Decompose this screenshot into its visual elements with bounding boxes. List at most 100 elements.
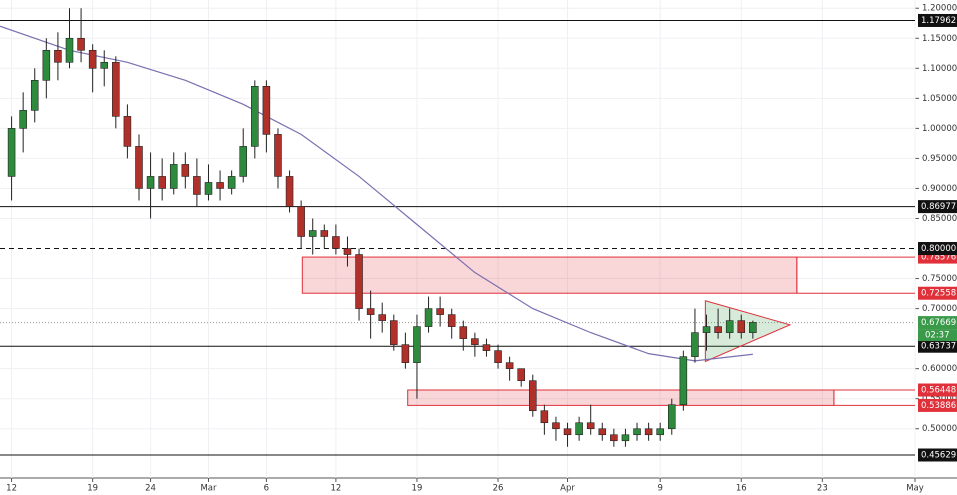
- candle-body: [100, 61, 109, 69]
- zone-label: 0.78576: [921, 253, 956, 263]
- candle-body: [633, 428, 641, 436]
- current-price-label: 0.67669: [921, 318, 956, 328]
- y-tick-label: 1.10000: [922, 64, 957, 74]
- candle-body: [146, 176, 155, 189]
- candle-body: [586, 422, 595, 430]
- y-tick-label: 1.05000: [922, 94, 957, 104]
- candle-body: [355, 254, 363, 309]
- candle-body: [667, 404, 676, 430]
- x-tick-label: 16: [736, 484, 747, 494]
- y-tick-label: 0.60000: [922, 364, 957, 374]
- level-label: 0.45629: [921, 450, 956, 460]
- x-tick-label: Apr: [560, 484, 575, 494]
- candle-body: [239, 146, 248, 177]
- candle-body: [702, 326, 711, 333]
- candle-body: [610, 434, 618, 442]
- candle-body: [436, 308, 444, 315]
- candle-body: [378, 314, 386, 321]
- y-tick-label: 0.95000: [922, 154, 957, 164]
- zone-label: 0.56448: [921, 386, 956, 396]
- level-label: 0.80000: [921, 244, 956, 254]
- x-tick-label: 19: [87, 484, 98, 494]
- candle-body: [644, 428, 653, 436]
- level-label-box: [918, 200, 957, 214]
- candle-body: [737, 320, 746, 333]
- candle-body: [575, 422, 583, 436]
- candle-body: [123, 116, 132, 147]
- candle-body: [42, 49, 51, 81]
- candle-body: [19, 110, 27, 129]
- x-tick-label: 23: [817, 484, 828, 494]
- candle-body: [308, 230, 317, 237]
- candle-body: [332, 236, 340, 249]
- candle-body: [517, 368, 525, 381]
- x-tick-label: Mar: [200, 484, 217, 494]
- candle-body: [158, 176, 166, 189]
- candle-body: [181, 164, 190, 177]
- candle-body: [112, 61, 120, 117]
- candle-body: [749, 322, 757, 333]
- x-tick-label: 24: [145, 484, 156, 494]
- candle-body: [7, 128, 16, 177]
- candle-body: [297, 206, 305, 237]
- x-tick-label: 26: [493, 484, 504, 494]
- candle-body: [529, 380, 537, 412]
- countdown: 02:37: [925, 331, 950, 341]
- candle-body: [505, 362, 514, 369]
- candle-body: [621, 434, 630, 442]
- zone: [407, 389, 835, 406]
- y-tick-label: 1.15000: [922, 34, 957, 44]
- x-tick-label: 12: [330, 484, 341, 494]
- candle-body: [343, 248, 352, 255]
- zone-label-box: [918, 383, 957, 397]
- candle-body: [563, 428, 572, 436]
- y-tick-label: 1.00000: [922, 124, 957, 134]
- candle-body: [552, 422, 560, 430]
- y-tick-label: 0.85000: [922, 214, 957, 224]
- zone-label-box: [918, 398, 957, 412]
- candle-body: [390, 320, 398, 345]
- candle-body: [366, 308, 375, 315]
- candle-body: [204, 182, 213, 195]
- x-tick-label: 9: [657, 484, 662, 494]
- zone-label: 0.72558: [921, 289, 956, 299]
- candle-body: [482, 344, 491, 351]
- level-label: 0.63737: [921, 342, 956, 352]
- candle-body: [30, 80, 39, 111]
- candle-body: [656, 428, 664, 436]
- x-tick-label: 19: [412, 484, 423, 494]
- candle-body: [285, 176, 294, 207]
- candle-body: [471, 338, 479, 345]
- level-label-box: [918, 339, 957, 353]
- candle-body: [135, 146, 143, 189]
- candle-body: [65, 37, 74, 63]
- candle-body: [193, 176, 201, 195]
- candle-body: [88, 49, 97, 69]
- zone-label-box: [918, 286, 957, 300]
- y-tick-label: 0.90000: [922, 184, 957, 194]
- candle-body: [54, 49, 62, 63]
- x-tick-label: 6: [264, 484, 269, 494]
- countdown-box: [918, 329, 957, 342]
- candle-body: [262, 86, 271, 135]
- moving-average: [0, 25, 753, 362]
- candle-body: [714, 326, 722, 333]
- candle-body: [227, 176, 236, 189]
- zone-label: 0.53886: [921, 401, 956, 411]
- candle-body: [540, 410, 549, 424]
- candle-body: [320, 230, 329, 237]
- candle-body: [679, 356, 688, 406]
- candle-body: [459, 326, 468, 339]
- level-label-box: [918, 13, 957, 27]
- candle-body: [725, 320, 734, 333]
- candle-body: [494, 350, 502, 363]
- y-tick-label: 0.75000: [922, 274, 957, 284]
- x-tick-label: May: [906, 484, 924, 494]
- level-label: 1.17962: [921, 16, 956, 26]
- candle-body: [691, 332, 699, 357]
- candle-body: [598, 428, 607, 436]
- candle-body: [447, 314, 456, 327]
- candle-body: [413, 326, 421, 363]
